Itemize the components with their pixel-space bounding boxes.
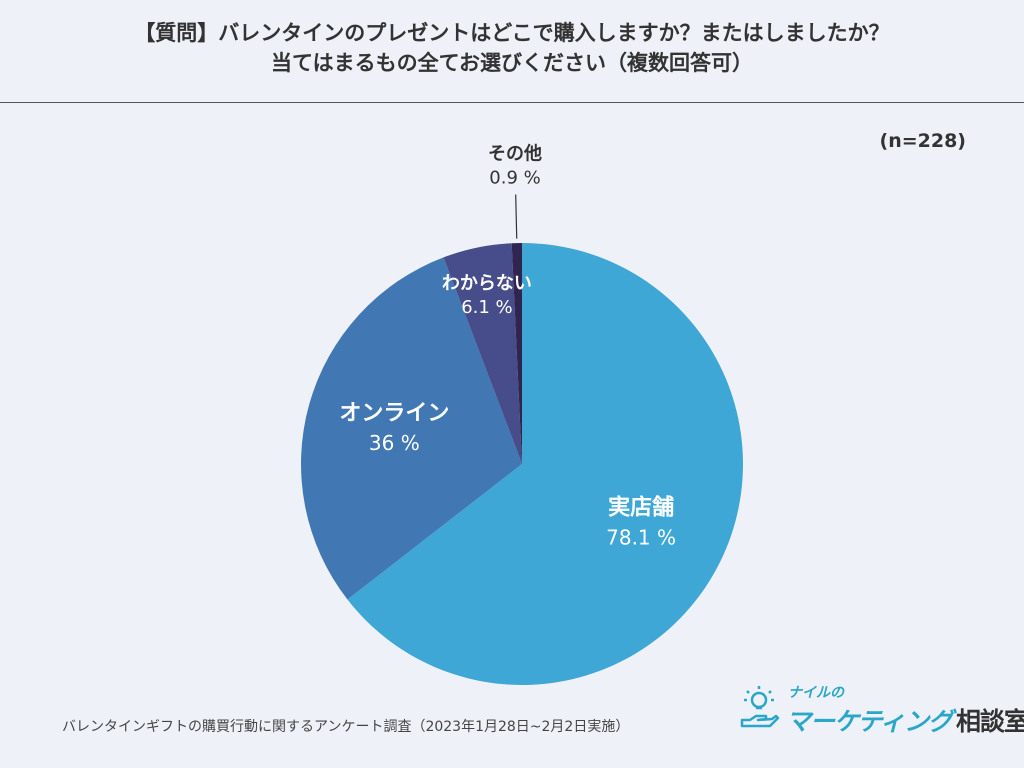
slice-label-2: オンライン (339, 401, 449, 426)
chart-title: 【質問】バレンタインのプレゼントはどこで購入しますか？またはしましたか？ 当ては… (0, 18, 1024, 78)
slice-label-3: わからない (442, 273, 532, 294)
chart-title-line-1: 【質問】バレンタインのプレゼントはどこで購入しますか？またはしましたか？ (134, 21, 890, 45)
slice-value-4: 0.9 % (489, 168, 540, 189)
pie-slice-3 (443, 243, 522, 464)
brand-logo: ナイルの マーケティング 相談室 (738, 682, 1024, 742)
logo-rest-text: 相談室 (956, 707, 1024, 736)
source-footnote: バレンタインギフトの購買行動に関するアンケート調査（2023年1月28日~2月2… (62, 719, 630, 735)
logo-small-text: ナイルの (788, 685, 844, 701)
leader-line-4 (515, 194, 518, 239)
slice-value-3: 6.1 % (461, 297, 512, 318)
logo-accent-text: マーケティング (786, 707, 953, 736)
slice-value-1: 78.1 % (606, 525, 676, 549)
pie-slice-1 (347, 243, 743, 685)
lightbulb-hand-icon (740, 686, 780, 728)
chart-title-line-2: 当てはまるもの全てお選びください（複数回答可） (271, 51, 753, 75)
slice-label-4: その他 (488, 143, 542, 165)
logo-main-text: マーケティング 相談室 (786, 702, 1024, 738)
slice-label-1: 実店舗 (608, 494, 674, 520)
slice-value-2: 36 % (369, 431, 420, 455)
pie-slice-2 (300, 257, 522, 600)
title-divider (0, 102, 1024, 103)
sample-size-label: (n=228) (879, 130, 966, 152)
pie-slice-4 (511, 243, 522, 464)
